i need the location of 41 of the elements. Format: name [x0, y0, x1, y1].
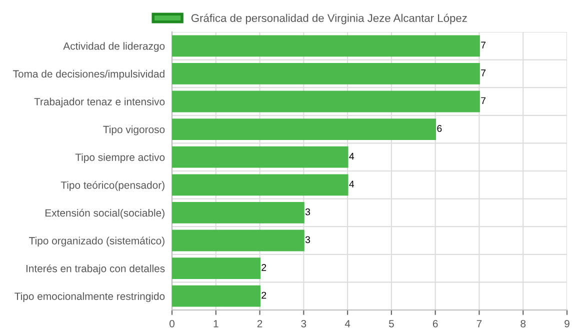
bar [172, 285, 260, 307]
x-tick-label: 3 [301, 320, 306, 328]
data-label: 4 [349, 180, 354, 188]
x-tick-label: 9 [564, 320, 570, 328]
data-label: 2 [262, 292, 266, 299]
bar [172, 202, 304, 224]
x-tick-label: 6 [432, 320, 438, 328]
data-label: 6 [437, 125, 442, 132]
data-label: 7 [481, 42, 486, 48]
bar [172, 258, 260, 280]
data-label: 3 [305, 208, 310, 216]
x-tick-label: 0 [170, 320, 174, 328]
y-tick-label: Tipo teórico(pensador) [60, 181, 164, 191]
y-tick-label: Interés en trabajo con detalles [26, 264, 165, 274]
x-tick-label: 7 [476, 320, 482, 328]
y-tick-label: Toma de decisiones/impulsividad [13, 70, 164, 80]
bar [172, 90, 480, 112]
y-tick-label: Trabajador tenaz e intensivo [34, 98, 165, 108]
bar [172, 62, 480, 84]
bar [172, 35, 480, 57]
x-tick-label: 5 [388, 320, 394, 328]
y-tick-label: Tipo organizado (sistemático) [29, 236, 164, 246]
data-label: 2 [262, 264, 266, 271]
y-tick-label: Tipo siempre activo [75, 153, 165, 164]
y-tick-label: Tipo vigoroso [103, 126, 165, 136]
data-label: 4 [349, 152, 354, 160]
data-label: 7 [481, 70, 486, 76]
x-tick-label: 8 [520, 320, 526, 328]
legend-label: Gráfica de personalidad de Virginia Jeze Alcantar López [191, 14, 467, 24]
y-tick-label: Tipo emocionalmente restringido [14, 292, 165, 302]
x-tick-label: 1 [214, 320, 218, 328]
y-tick-label: Extensión social(sociable) [45, 208, 164, 219]
y-tick-label: Actividad de liderazgo [63, 42, 165, 52]
bar [172, 230, 304, 252]
x-tick-label: 2 [257, 320, 262, 328]
bar [172, 118, 436, 140]
x-tick-label: 4 [344, 320, 350, 328]
data-label: 7 [481, 97, 486, 104]
bar [172, 146, 348, 168]
bar [172, 174, 348, 196]
data-label: 3 [305, 236, 310, 244]
